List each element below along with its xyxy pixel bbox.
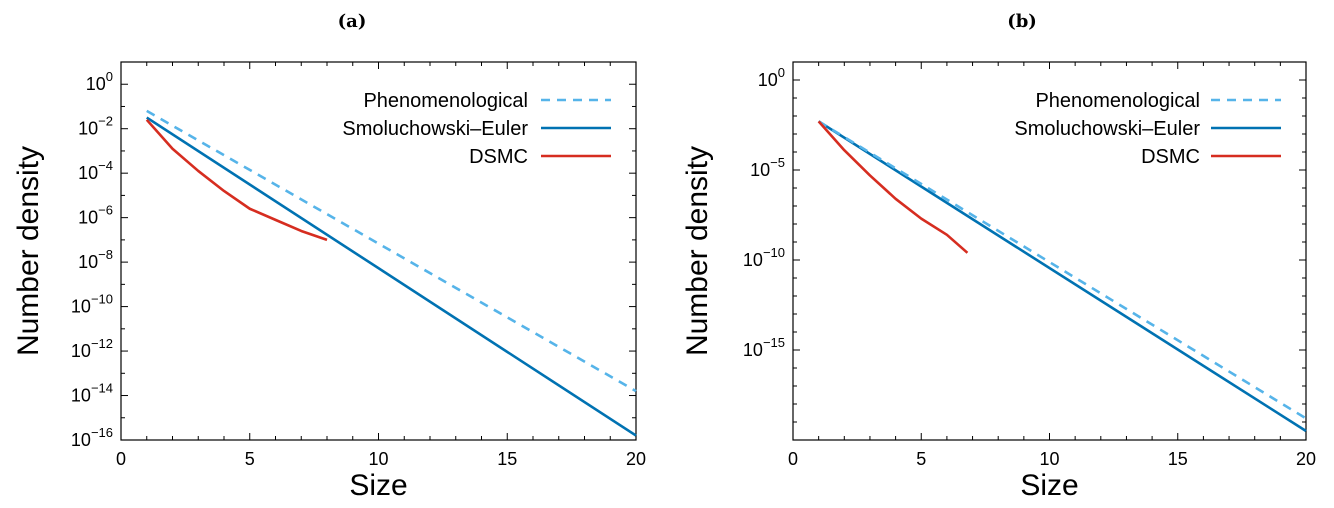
series-line-dsmc [145,118,328,242]
x-axis-title: Size [1020,469,1078,502]
legend-label: DSMC [469,146,528,168]
x-tick-label: 20 [626,449,646,469]
legend-label: Phenomenological [363,90,528,112]
x-tick-label: 5 [245,449,255,469]
y-tick-label: 10−6 [78,203,113,228]
y-tick-label: 10−4 [78,158,113,183]
x-tick-label: 10 [368,449,388,469]
legend-label: DSMC [1141,146,1200,168]
legend-label: Smoluchowski–Euler [342,118,528,140]
y-tick-label: 10−15 [743,335,785,360]
y-tick-label: 10−16 [71,425,113,450]
series-line-phenomenological [146,109,637,393]
y-tick-label: 10−12 [71,336,113,361]
x-tick-label: 15 [497,449,517,469]
x-axis-title: Size [349,469,407,502]
x-tick-label: 0 [116,449,126,469]
y-tick-label: 10−8 [78,247,113,272]
x-tick-label: 0 [788,449,798,469]
chart-panel-b: (b) 0 5 10 15 20 100 10−5 10−10 10−15 Size Number d… [681,11,1316,502]
y-tick-label: 10−14 [71,381,113,406]
x-tick-label: 15 [1168,449,1188,469]
y-tick-label: 10−10 [71,292,113,317]
series-line-phenomenological [817,120,1307,420]
y-tick-label: 10−10 [743,245,785,270]
y-tick-label: 10−5 [750,155,785,180]
x-tick-label: 5 [916,449,926,469]
y-axis-title: Number density [681,146,714,356]
x-tick-label: 20 [1296,449,1316,469]
y-axis-title: Number density [12,146,45,356]
series-line-smoluchowski-euler [146,116,637,437]
y-tick-label: 10−2 [78,114,113,139]
chart-panel-a: (a) 0 5 10 15 20 100 10−2 10−4 10−6 10−8 10−10 10−12… [12,11,646,502]
legend-label: Phenomenological [1035,90,1200,112]
legend-label: Smoluchowski–Euler [1014,118,1200,140]
series-line-smoluchowski-euler [817,120,1307,433]
y-tick-label: 100 [758,65,785,90]
series-line-dsmc [817,120,969,254]
panel-label: (a) [338,11,367,32]
x-tick-label: 10 [1039,449,1059,469]
panel-label: (b) [1007,11,1037,32]
y-tick-label: 100 [86,69,113,94]
